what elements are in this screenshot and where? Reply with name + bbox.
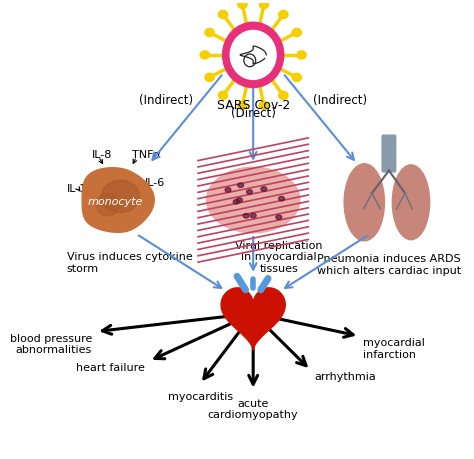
Text: monocyte: monocyte — [88, 197, 143, 207]
Text: TNFα: TNFα — [132, 150, 161, 160]
Ellipse shape — [207, 167, 300, 233]
Text: (Direct): (Direct) — [231, 107, 275, 120]
Ellipse shape — [276, 215, 282, 219]
Ellipse shape — [225, 188, 231, 192]
Ellipse shape — [279, 196, 284, 201]
Ellipse shape — [238, 0, 247, 9]
Ellipse shape — [243, 213, 249, 218]
Text: IL-8: IL-8 — [92, 150, 112, 160]
Text: heart failure: heart failure — [76, 363, 145, 373]
Text: arrhythmia: arrhythmia — [315, 372, 376, 382]
Text: (Indirect): (Indirect) — [139, 94, 193, 107]
Text: acute
cardiomyopathy: acute cardiomyopathy — [208, 398, 299, 420]
Ellipse shape — [233, 200, 239, 204]
Ellipse shape — [237, 183, 244, 187]
Ellipse shape — [207, 167, 300, 233]
Circle shape — [230, 30, 276, 79]
Ellipse shape — [261, 187, 267, 191]
Text: Virus induces cytokine
storm: Virus induces cytokine storm — [66, 252, 192, 274]
Ellipse shape — [205, 73, 214, 81]
FancyBboxPatch shape — [382, 135, 396, 172]
Polygon shape — [221, 288, 285, 350]
Ellipse shape — [297, 51, 306, 59]
Ellipse shape — [259, 0, 269, 9]
Text: myocarditis: myocarditis — [168, 392, 233, 402]
Ellipse shape — [237, 198, 242, 202]
Circle shape — [223, 22, 284, 88]
Ellipse shape — [344, 164, 384, 241]
Text: IL-6: IL-6 — [145, 178, 165, 188]
Ellipse shape — [259, 101, 269, 109]
Ellipse shape — [246, 190, 253, 194]
Ellipse shape — [238, 101, 247, 109]
Text: (Indirect): (Indirect) — [313, 94, 367, 107]
Ellipse shape — [219, 11, 228, 19]
Polygon shape — [82, 168, 154, 232]
Text: IL-10: IL-10 — [66, 184, 94, 194]
Ellipse shape — [200, 51, 210, 59]
Text: blood pressure
abnormalities: blood pressure abnormalities — [9, 334, 92, 355]
Ellipse shape — [205, 28, 214, 37]
Text: myocardial
infarction: myocardial infarction — [364, 338, 425, 360]
Text: Pneumonia induces ARDS
which alters cardiac input: Pneumonia induces ARDS which alters card… — [317, 254, 461, 276]
Ellipse shape — [96, 193, 119, 216]
Ellipse shape — [219, 91, 228, 100]
Ellipse shape — [292, 28, 301, 37]
Ellipse shape — [101, 180, 139, 213]
Text: Viral replication
in myocardial
tissues: Viral replication in myocardial tissues — [235, 241, 322, 274]
Text: SARS Cov-2: SARS Cov-2 — [217, 99, 290, 112]
Ellipse shape — [279, 91, 288, 100]
Ellipse shape — [392, 165, 429, 240]
Ellipse shape — [250, 213, 256, 218]
Ellipse shape — [292, 73, 301, 81]
Ellipse shape — [279, 11, 288, 19]
